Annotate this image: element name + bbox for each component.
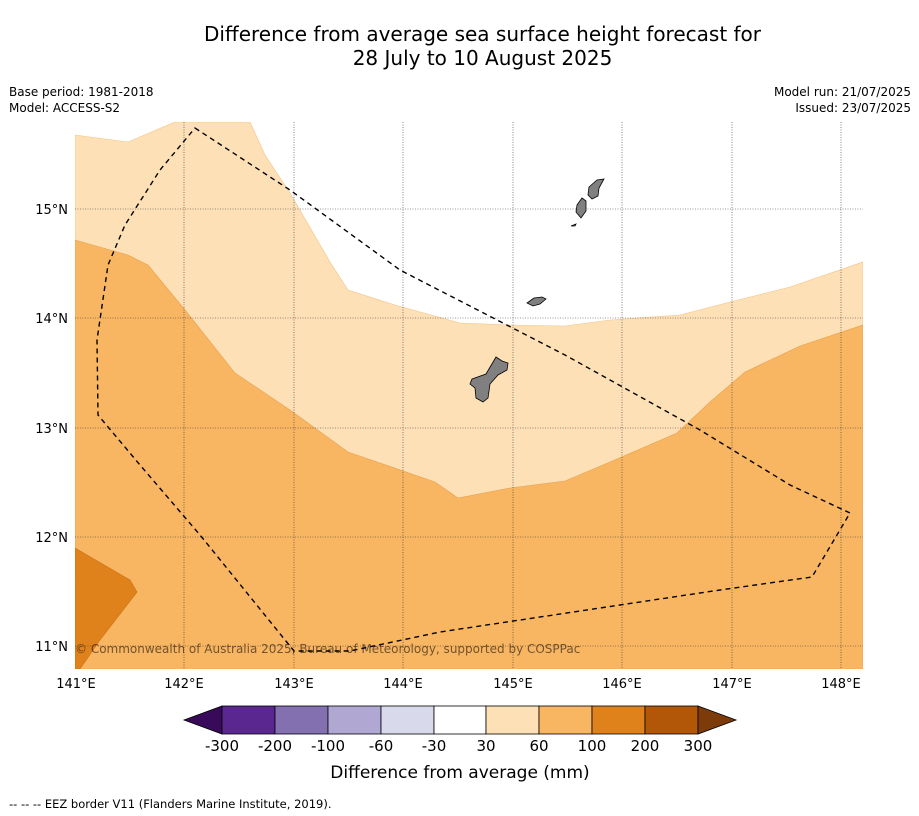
colorbar-tick-label: 30 <box>476 737 495 755</box>
colorbar-extend-high <box>697 705 738 735</box>
colorbar-swatch <box>274 705 329 735</box>
colorbar-tick-label: -30 <box>422 737 447 755</box>
anomaly-band-60-100 <box>75 239 863 669</box>
colorbar-swatch <box>380 705 435 735</box>
meta-left: Base period: 1981-2018 Model: ACCESS-S2 <box>9 84 154 116</box>
meta-right: Model run: 21/07/2025 Issued: 23/07/2025 <box>774 84 911 116</box>
lon-tick-label: 141°E <box>56 677 96 692</box>
colorbar-swatch <box>538 705 593 735</box>
colorbar-swatch <box>644 705 699 735</box>
model-run-text: Model run: 21/07/2025 <box>773 85 911 99</box>
tinian-island <box>575 197 587 219</box>
lat-tick-label: 13°N <box>35 422 68 437</box>
lon-tick-label: 143°E <box>274 677 314 692</box>
lat-tick-labels: 15°N 14°N 13°N 12°N 11°N <box>35 203 68 655</box>
lat-tick-label: 11°N <box>35 640 68 655</box>
eez-border <box>96 127 851 652</box>
colorbar-tick-label: 60 <box>529 737 548 755</box>
model-text: Model: ACCESS-S2 <box>9 101 121 115</box>
colorbar-swatch <box>221 705 276 735</box>
map-title-line2: 28 July to 10 August 2025 <box>352 46 613 70</box>
colorbar-label: Difference from average (mm) <box>330 763 589 783</box>
colorbar-swatch <box>327 705 382 735</box>
eez-legend-text: -- -- -- EEZ border V11 (Flanders Marine… <box>9 797 332 811</box>
lon-tick-label: 148°E <box>821 677 861 692</box>
lat-tick-label: 12°N <box>35 531 68 546</box>
colorbar-tick-label: 300 <box>684 737 713 755</box>
rota-island <box>526 296 547 307</box>
colorbar-tick-label: 100 <box>578 737 607 755</box>
issued-text: Issued: 23/07/2025 <box>795 101 911 115</box>
anomaly-band-100-200 <box>75 547 138 669</box>
lon-tick-label: 142°E <box>164 677 204 692</box>
lat-tick-label: 15°N <box>35 203 68 218</box>
lon-tick-label: 146°E <box>602 677 642 692</box>
colorbar-tick-label: -60 <box>369 737 394 755</box>
lon-tick-label: 147°E <box>712 677 752 692</box>
colorbar-tick-label: 200 <box>631 737 660 755</box>
lon-tick-label: 144°E <box>383 677 423 692</box>
islands <box>469 178 605 403</box>
lon-tick-label: 145°E <box>493 677 533 692</box>
map-area: © Commonwealth of Australia 2025, Bureau… <box>75 122 863 669</box>
map-title-line1: Difference from average sea surface heig… <box>203 22 762 46</box>
colorbar-extend-low <box>182 705 223 735</box>
colorbar-swatch <box>485 705 540 735</box>
colorbar-swatch <box>433 705 487 735</box>
copyright-text: © Commonwealth of Australia 2025, Bureau… <box>75 642 580 656</box>
colorbar-tick-label: -300 <box>205 737 239 755</box>
map-title: Difference from average sea surface heig… <box>0 22 919 70</box>
saipan-island <box>587 178 605 200</box>
lat-tick-label: 14°N <box>35 312 68 327</box>
colorbar <box>182 705 738 735</box>
aguijan-island <box>570 223 577 227</box>
base-period-text: Base period: 1981-2018 <box>9 85 154 99</box>
guam-island <box>469 356 509 403</box>
colorbar-tick-label: -200 <box>258 737 292 755</box>
gridlines <box>75 122 863 669</box>
lon-tick-labels: 141°E 142°E 143°E 144°E 145°E 146°E 147°… <box>56 677 861 692</box>
colorbar-swatch <box>591 705 646 735</box>
colorbar-tick-label: -100 <box>311 737 345 755</box>
colorbar-ticks: -300 -200 -100 -60 -30 30 60 100 200 300 <box>205 737 712 755</box>
